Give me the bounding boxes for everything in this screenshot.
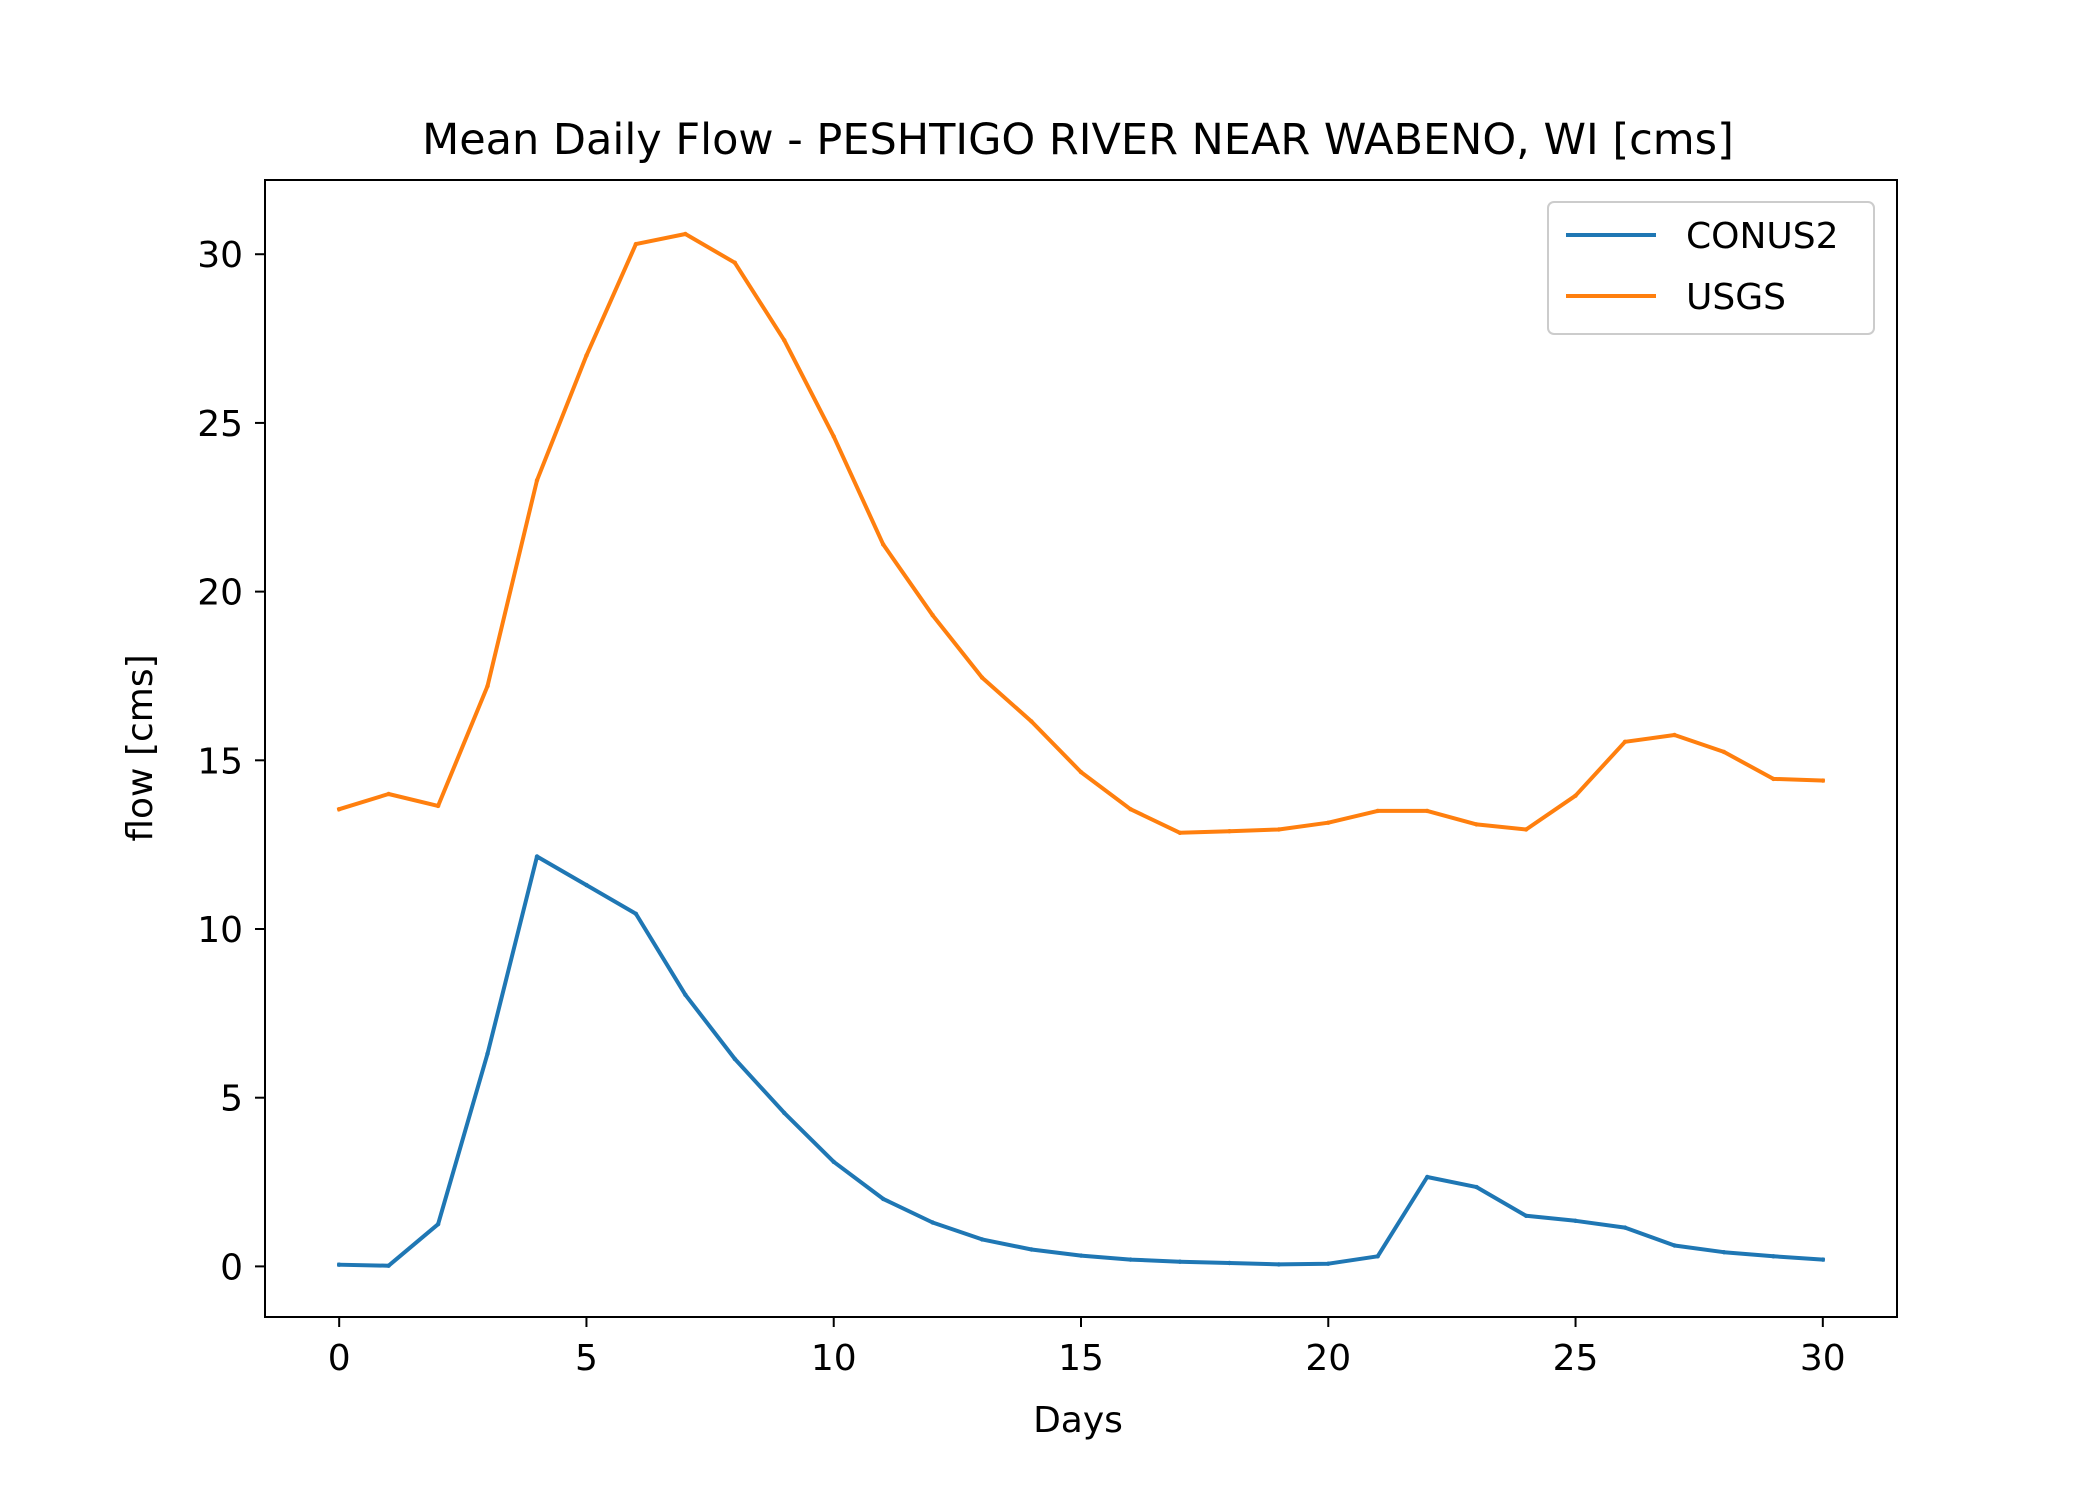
data-point-conus2	[1523, 1213, 1529, 1219]
data-point-conus2	[1672, 1243, 1677, 1248]
data-point-usgs	[683, 231, 688, 237]
data-point-conus2	[683, 992, 688, 997]
data-point-usgs	[1177, 830, 1183, 835]
data-point-conus2	[1326, 1261, 1331, 1266]
data-point-conus2	[1276, 1262, 1282, 1267]
y-axis-label: flow [cms]	[120, 654, 161, 841]
data-point-usgs	[979, 675, 985, 680]
data-point-usgs	[584, 353, 589, 358]
data-point-conus2	[1721, 1250, 1727, 1255]
x-tick-label: 25	[1553, 1338, 1599, 1379]
series-layer	[336, 231, 1826, 1268]
y-tick-label: 30	[197, 235, 243, 276]
legend-label-usgs: USGS	[1686, 277, 1786, 318]
x-tick-label: 15	[1058, 1338, 1104, 1379]
data-point-conus2	[337, 1262, 342, 1267]
data-point-conus2	[881, 1196, 886, 1202]
data-point-usgs	[881, 542, 886, 547]
y-tick-label: 20	[197, 573, 243, 614]
y-tick-label: 25	[197, 404, 243, 445]
data-point-usgs	[1672, 732, 1677, 738]
data-point-usgs	[1474, 822, 1479, 827]
data-point-usgs	[831, 434, 836, 439]
data-point-usgs	[1227, 829, 1232, 834]
y-axis: 0 5 10 15 20 25 30	[197, 235, 265, 1288]
data-point-conus2	[1771, 1254, 1776, 1259]
data-point-conus2	[979, 1237, 985, 1242]
data-point-usgs	[1029, 719, 1034, 724]
data-point-conus2	[386, 1263, 391, 1268]
data-point-usgs	[485, 683, 490, 689]
x-axis-label: Days	[1033, 1400, 1123, 1441]
data-point-usgs	[930, 613, 935, 618]
x-tick-label: 30	[1800, 1338, 1846, 1379]
data-point-usgs	[1622, 739, 1628, 744]
data-point-conus2	[1029, 1247, 1034, 1252]
data-point-usgs	[1375, 808, 1380, 814]
data-point-conus2	[1078, 1253, 1084, 1258]
data-point-conus2	[1227, 1260, 1232, 1266]
y-tick-label: 0	[220, 1247, 243, 1288]
data-point-conus2	[1573, 1218, 1578, 1224]
data-point-usgs	[1326, 820, 1331, 825]
x-tick-label: 0	[328, 1338, 351, 1379]
y-tick-label: 10	[197, 910, 243, 951]
data-point-conus2	[1128, 1257, 1133, 1262]
data-point-conus2	[485, 1051, 490, 1057]
data-point-usgs	[782, 338, 787, 343]
data-point-conus2	[534, 854, 540, 859]
x-tick-label: 10	[811, 1338, 857, 1379]
data-point-usgs	[534, 478, 540, 483]
data-point-usgs	[386, 791, 391, 797]
data-point-usgs	[1523, 827, 1529, 832]
legend: CONUS2 USGS	[1547, 201, 1875, 335]
data-point-conus2	[584, 882, 589, 888]
legend-label-conus2: CONUS2	[1686, 216, 1839, 257]
data-point-usgs	[1276, 827, 1282, 832]
x-tick-label: 5	[575, 1338, 598, 1379]
data-point-conus2	[831, 1159, 836, 1165]
data-point-usgs	[1128, 807, 1133, 812]
data-point-conus2	[633, 911, 639, 916]
data-point-usgs	[633, 241, 639, 247]
data-point-conus2	[1622, 1225, 1628, 1230]
data-point-usgs	[1425, 808, 1430, 814]
x-tick-label: 20	[1305, 1338, 1351, 1379]
chart-title: Mean Daily Flow - PESHTIGO RIVER NEAR WA…	[422, 115, 1734, 165]
data-point-conus2	[1375, 1254, 1380, 1259]
data-point-conus2	[1474, 1184, 1479, 1190]
x-axis: 0 5 10 15 20 25 30	[328, 1317, 1846, 1379]
data-point-usgs	[1721, 749, 1727, 755]
data-point-conus2	[1820, 1257, 1826, 1262]
data-point-usgs	[1771, 776, 1776, 782]
data-point-conus2	[782, 1110, 787, 1116]
data-point-usgs	[435, 803, 441, 809]
data-point-usgs	[1820, 778, 1826, 783]
y-tick-label: 15	[197, 741, 243, 782]
data-point-conus2	[435, 1222, 441, 1227]
y-tick-label: 5	[220, 1079, 243, 1120]
data-point-usgs	[732, 260, 737, 265]
data-point-usgs	[1078, 769, 1084, 775]
data-point-conus2	[930, 1220, 935, 1225]
data-point-conus2	[1425, 1174, 1430, 1180]
data-point-usgs	[1573, 793, 1578, 798]
data-point-conus2	[1177, 1259, 1183, 1264]
data-point-usgs	[337, 807, 342, 812]
data-point-conus2	[732, 1056, 737, 1062]
